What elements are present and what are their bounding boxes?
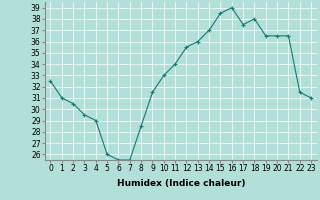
- X-axis label: Humidex (Indice chaleur): Humidex (Indice chaleur): [116, 179, 245, 188]
